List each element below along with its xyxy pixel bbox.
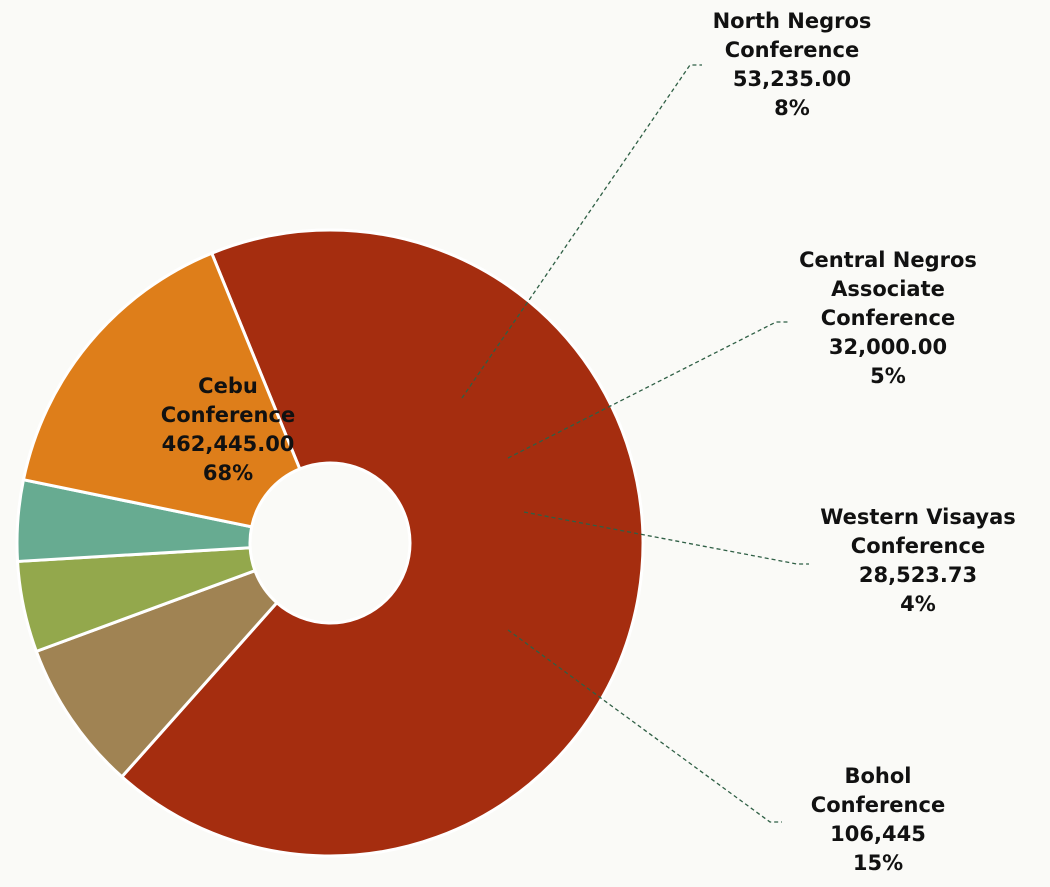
leader-line-central-negros-associate-conference [507, 321, 788, 459]
leader-line-bohol-conference [507, 629, 782, 823]
data-label-north-negros-conference: North Negros Conference 53,235.00 8% [713, 9, 872, 120]
data-label-bohol-conference: Bohol Conference 106,445 15% [811, 764, 945, 875]
data-labels: Cebu Conference 462,445.00 68% North Negros C… [161, 9, 1016, 875]
slice-north-negros-conference [34, 568, 279, 779]
leader-line-western-visayas-conference [523, 511, 809, 565]
data-label-western-visayas-conference: Western Visayas Conference 28,523.73 4% [820, 505, 1016, 616]
data-label-central-negros-associate-conference: Central Negros Associate Conference 32,000.… [799, 248, 977, 388]
data-label-cebu-conference: Cebu Conference 462,445.00 68% [161, 374, 295, 485]
leader-line-north-negros-conference [461, 64, 702, 399]
leader-lines [461, 64, 809, 823]
slices [15, 228, 645, 858]
slice-cebu-conference [119, 228, 645, 858]
slice-bohol-conference [21, 251, 302, 529]
